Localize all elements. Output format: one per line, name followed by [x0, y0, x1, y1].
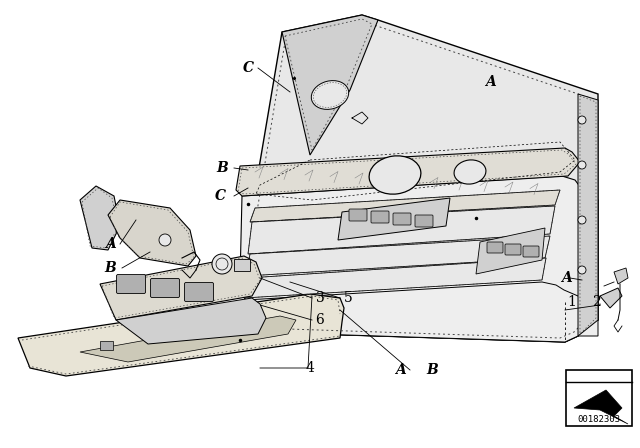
Text: B: B [104, 261, 116, 275]
Polygon shape [578, 94, 598, 336]
FancyBboxPatch shape [150, 279, 179, 297]
Polygon shape [282, 15, 378, 155]
Polygon shape [244, 258, 546, 298]
FancyBboxPatch shape [487, 242, 503, 253]
Polygon shape [18, 294, 344, 376]
Polygon shape [108, 200, 196, 266]
Text: 1: 1 [568, 295, 577, 309]
FancyBboxPatch shape [349, 209, 367, 221]
Circle shape [578, 266, 586, 274]
Polygon shape [574, 390, 628, 424]
FancyBboxPatch shape [523, 246, 539, 257]
Text: A: A [484, 75, 495, 89]
FancyBboxPatch shape [505, 244, 521, 255]
Polygon shape [250, 190, 560, 222]
Ellipse shape [454, 160, 486, 184]
Polygon shape [240, 176, 598, 342]
Text: B: B [426, 363, 438, 377]
Polygon shape [100, 256, 262, 320]
Text: 6: 6 [316, 313, 324, 327]
FancyBboxPatch shape [393, 213, 411, 225]
FancyBboxPatch shape [184, 283, 214, 302]
Polygon shape [338, 198, 450, 240]
FancyBboxPatch shape [371, 211, 389, 223]
Polygon shape [476, 228, 545, 274]
Polygon shape [246, 282, 598, 342]
Text: A: A [395, 363, 405, 377]
FancyBboxPatch shape [99, 341, 113, 350]
Circle shape [159, 234, 171, 246]
Polygon shape [240, 15, 598, 342]
Polygon shape [80, 316, 296, 362]
Circle shape [578, 216, 586, 224]
FancyBboxPatch shape [116, 275, 145, 293]
Polygon shape [248, 206, 555, 254]
Text: A: A [104, 237, 115, 251]
Ellipse shape [369, 156, 421, 194]
Ellipse shape [311, 81, 349, 109]
Text: B: B [216, 161, 228, 175]
Bar [566, 370, 632, 426]
Text: A: A [561, 271, 572, 285]
Text: 3: 3 [316, 291, 324, 305]
Polygon shape [116, 298, 266, 344]
Polygon shape [246, 236, 550, 276]
Polygon shape [80, 186, 120, 250]
Circle shape [578, 116, 586, 124]
Polygon shape [600, 288, 622, 308]
Text: 4: 4 [305, 361, 314, 375]
Polygon shape [614, 268, 628, 284]
Text: C: C [214, 189, 225, 203]
Polygon shape [236, 148, 580, 196]
Circle shape [578, 161, 586, 169]
FancyBboxPatch shape [234, 259, 250, 271]
Text: 00182303: 00182303 [577, 415, 621, 425]
Circle shape [212, 254, 232, 274]
FancyBboxPatch shape [415, 215, 433, 227]
Text: 5: 5 [344, 291, 353, 305]
Text: C: C [243, 61, 253, 75]
Text: 2: 2 [591, 295, 600, 309]
